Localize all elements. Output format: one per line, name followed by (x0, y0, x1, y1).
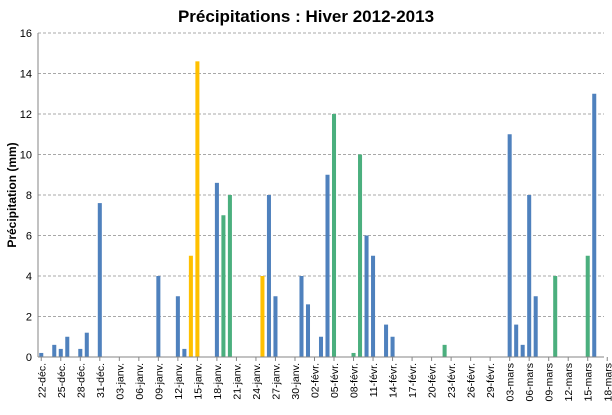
x-tick-label: 09-janv. (153, 363, 165, 400)
x-tick-label: 03-janv. (114, 363, 126, 400)
y-axis-ticks: 0 2 4 6 8 10 12 14 16 (20, 28, 32, 364)
x-tick-label: 15-mars (583, 363, 595, 402)
y-tick-label: 4 (26, 271, 32, 283)
x-tick-label: 11-févr. (368, 363, 380, 397)
bar-19-janv. (221, 215, 226, 357)
x-axis-ticks: 22-déc. 25-déc. 28-déc. 31-déc. 03-janv. 06-j… (36, 357, 612, 402)
y-tick-label: 2 (26, 312, 32, 324)
x-tick-label: 14-févr. (388, 363, 400, 398)
bar-28-déc. (78, 348, 83, 357)
bar-03-févr. (318, 336, 324, 357)
x-tick-label: 06-mars (524, 363, 536, 402)
bars (39, 61, 597, 357)
bar-16-mars (585, 255, 590, 357)
bar-31-janv. (299, 276, 304, 357)
x-tick-label: 12-mars (563, 363, 575, 402)
x-tick-label: 22-déc. (36, 363, 48, 398)
bar-05-mars (514, 324, 519, 357)
x-tick-label: 25-déc. (56, 363, 68, 398)
y-tick-label: 12 (20, 109, 32, 121)
bar-09-févr. (358, 154, 363, 357)
y-tick-label: 10 (20, 150, 32, 162)
x-tick-label: 24-janv. (251, 363, 263, 400)
x-tick-label: 28-déc. (75, 363, 87, 398)
x-tick-label: 09-mars (544, 363, 556, 402)
bar-10-févr. (364, 235, 369, 357)
x-tick-label: 21-janv. (231, 363, 243, 400)
bar-26-déc. (65, 336, 70, 357)
bar-25-janv. (260, 276, 265, 357)
x-tick-label: 12-janv. (173, 363, 185, 400)
bar-14-janv. (188, 255, 193, 357)
x-tick-label: 29-févr. (485, 363, 497, 398)
bar-06-mars (520, 344, 525, 357)
x-tick-label: 02-févr. (309, 363, 321, 398)
bar-12-janv. (175, 296, 180, 357)
x-tick-label: 18-mars (602, 363, 612, 402)
x-tick-label: 17-févr. (407, 363, 419, 398)
x-tick-label: 31-déc. (95, 363, 107, 398)
bar-08-févr. (351, 352, 356, 357)
bar-08-mars (533, 296, 538, 357)
y-axis-label: Précipitation (mm) (5, 142, 19, 247)
x-tick-label: 26-févr. (466, 363, 478, 398)
bar-26-janv. (266, 195, 271, 357)
chart-title: Précipitations : Hiver 2012-2013 (178, 7, 434, 26)
bar-25-déc. (58, 348, 63, 357)
y-tick-label: 8 (26, 190, 32, 202)
bar-18-janv. (214, 182, 219, 357)
x-tick-label: 05-févr. (329, 363, 341, 398)
bar-27-janv. (273, 296, 278, 357)
bar-14-févr. (390, 336, 395, 357)
y-tick-label: 6 (26, 231, 32, 243)
bar-09-janv. (156, 276, 161, 357)
bar-24-déc. (52, 344, 57, 357)
x-tick-label: 18-janv. (212, 363, 224, 400)
bar-04-mars (507, 134, 512, 357)
bar-11-févr. (371, 255, 376, 357)
bar-13-janv. (182, 348, 187, 357)
x-tick-label: 06-janv. (134, 363, 146, 400)
bar-13-févr. (384, 324, 389, 357)
bar-01-févr. (305, 304, 311, 357)
x-tick-label: 15-janv. (192, 363, 204, 400)
y-tick-label: 16 (20, 28, 32, 40)
bar-31-déc. (97, 203, 102, 357)
x-tick-label: 03-mars (505, 363, 517, 402)
bar-20-janv. (227, 195, 232, 357)
x-tick-label: 08-févr. (349, 363, 361, 398)
x-tick-label: 23-févr. (446, 363, 458, 398)
y-tick-label: 14 (20, 69, 32, 81)
bar-04-févr. (325, 174, 330, 357)
bar-17-mars (592, 93, 597, 357)
bar-11-mars (553, 276, 558, 357)
bar-22-févr. (442, 344, 447, 357)
bar-05-févr. (331, 114, 337, 357)
x-tick-label: 30-janv. (290, 363, 302, 400)
x-tick-label: 27-janv. (270, 363, 282, 400)
bar-07-mars (527, 195, 532, 357)
x-tick-label: 20-févr. (427, 363, 439, 398)
grid-lines (38, 32, 604, 317)
bar-29-déc. (84, 332, 89, 357)
bar-15-janv. (195, 61, 200, 357)
y-tick-label: 0 (26, 352, 32, 364)
bar-22-déc. (39, 352, 44, 357)
